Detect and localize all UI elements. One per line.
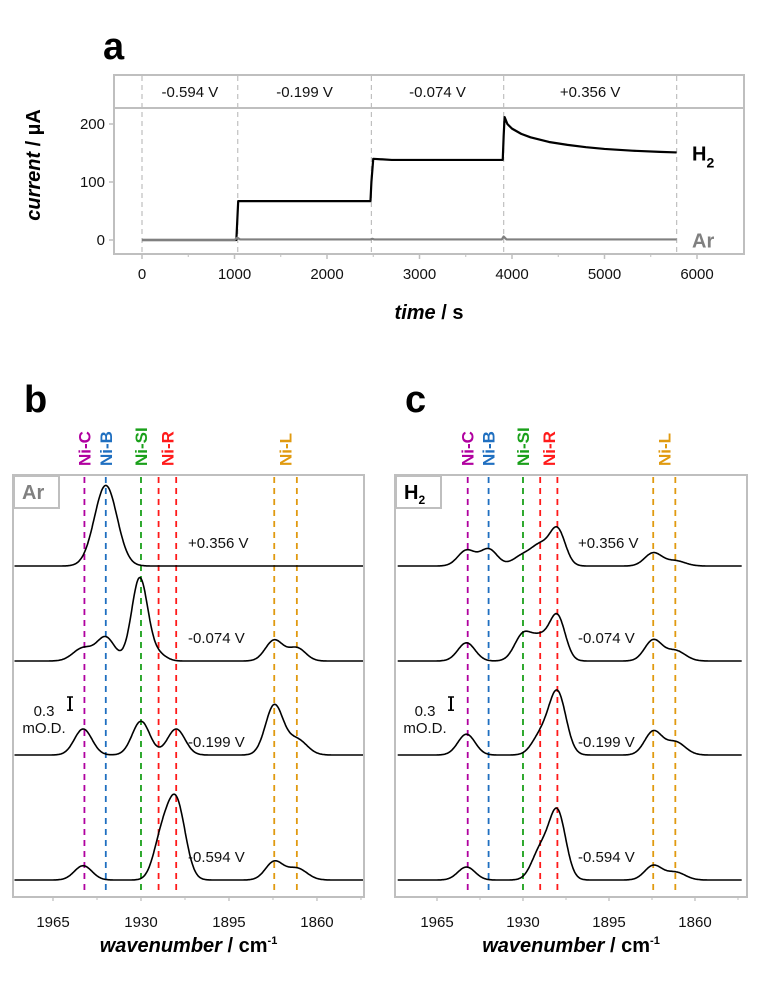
x-axis-title-variable: wavenumber [100,935,223,957]
condition-label-subscript: 2 [418,493,425,507]
spectra-frame [394,474,748,898]
spectrum-trace [397,525,742,567]
spectra-frame [12,474,365,898]
x-tick-label: 1860 [300,914,333,931]
potential-step-label: -0.594 V [162,84,219,101]
band-label-ni-l: Ni-L [655,433,674,466]
panel-a-frame [113,74,745,255]
x-tick-label: 1930 [124,914,157,931]
spectrum-potential-label: -0.199 V [578,734,635,751]
x-tick-label: 6000 [680,266,713,283]
band-label-ni-r: Ni-R [540,431,559,466]
series-line-h2 [142,115,677,242]
x-tick-label: 1895 [212,914,245,931]
panel-letter-b: b [24,379,47,421]
x-tick-label: 5000 [588,266,621,283]
x-axis-title: time / s [395,302,464,324]
x-tick-label: 1895 [592,914,625,931]
x-tick-label: 1930 [506,914,539,931]
x-tick-label: 1965 [420,914,453,931]
x-axis-title-variable: time [395,302,436,324]
spectrum-trace [397,689,742,756]
spectrum-potential-label: -0.594 V [578,849,635,866]
scale-bar-unit: mO.D. [22,720,65,737]
x-tick-label: 0 [138,266,146,283]
x-axis-title: wavenumber / cm-1 [482,935,660,957]
band-label-ni-si: Ni-SI [132,427,151,466]
spectrum-trace [14,793,363,881]
y-axis-title-variable: current [23,151,45,221]
spectrum-potential-label: -0.594 V [188,849,245,866]
x-tick-label: 4000 [495,266,528,283]
x-axis-title: wavenumber / cm-1 [100,935,278,957]
potential-step-label: -0.199 V [276,84,333,101]
x-tick-label: 1965 [36,914,69,931]
band-label-ni-si: Ni-SI [514,427,533,466]
panel-letter-c: c [405,379,426,421]
y-tick-label: 0 [97,232,105,249]
spectrum-trace [397,807,742,881]
spectrum-potential-label: +0.356 V [578,535,638,552]
potential-step-label: +0.356 V [560,84,620,101]
x-axis-title-superscript: -1 [268,935,278,947]
condition-box [13,475,60,509]
panel-letter-a: a [103,26,125,68]
scale-bar-value: 0.3 [415,703,436,720]
spectrum-potential-label: -0.074 V [578,630,635,647]
scale-bar-unit: mO.D. [403,720,446,737]
y-axis-title: current / µA [23,109,45,221]
x-axis-title-superscript: -1 [650,935,660,947]
x-axis-title-unit: / s [436,302,464,324]
condition-box [395,475,442,509]
x-tick-label: 1860 [678,914,711,931]
band-label-ni-l: Ni-L [277,433,296,466]
potential-step-label: -0.074 V [409,84,466,101]
spectrum-trace [14,484,363,567]
band-label-ni-r: Ni-R [158,431,177,466]
series-label-subscript: 2 [706,154,714,170]
x-tick-label: 3000 [403,266,436,283]
y-tick-label: 100 [80,174,105,191]
y-tick-label: 200 [80,116,105,133]
spectrum-potential-label: -0.074 V [188,630,245,647]
x-tick-label: 2000 [310,266,343,283]
series-label-ar: Ar [692,230,714,252]
band-label-ni-b: Ni-B [480,431,499,466]
panel-a-current-chart: -0.594 V -0.199 V -0.074 V +0.356 V01002000… [23,74,745,324]
panel-c-spectra-h2: Ni-C Ni-B Ni-SI Ni-R Ni-LH2+0.356 V-0.074 V-… [394,427,748,957]
y-axis-title-unit: / µA [23,109,45,152]
spectrum-trace [14,703,363,756]
spectrum-trace [14,576,363,662]
condition-label: Ar [22,482,44,504]
scale-bar-value: 0.3 [34,703,55,720]
series-label-h2: H2 [692,143,714,170]
x-tick-label: 1000 [218,266,251,283]
band-label-ni-b: Ni-B [97,431,116,466]
x-axis-title-unit: / cm [604,935,650,957]
spectrum-potential-label: -0.199 V [188,734,245,751]
panel-b-spectra-ar: Ni-C Ni-B Ni-SI Ni-R Ni-L Ar +0.356 V -0.074 V -… [12,427,365,957]
x-axis-title-variable: wavenumber [482,935,605,957]
band-label-ni-c: Ni-C [75,431,94,466]
spectrum-potential-label: +0.356 V [188,535,248,552]
spectrum-trace [397,612,742,662]
x-axis-title-unit: / cm [222,935,268,957]
series-line-ar [142,235,677,242]
band-label-ni-c: Ni-C [459,431,478,466]
